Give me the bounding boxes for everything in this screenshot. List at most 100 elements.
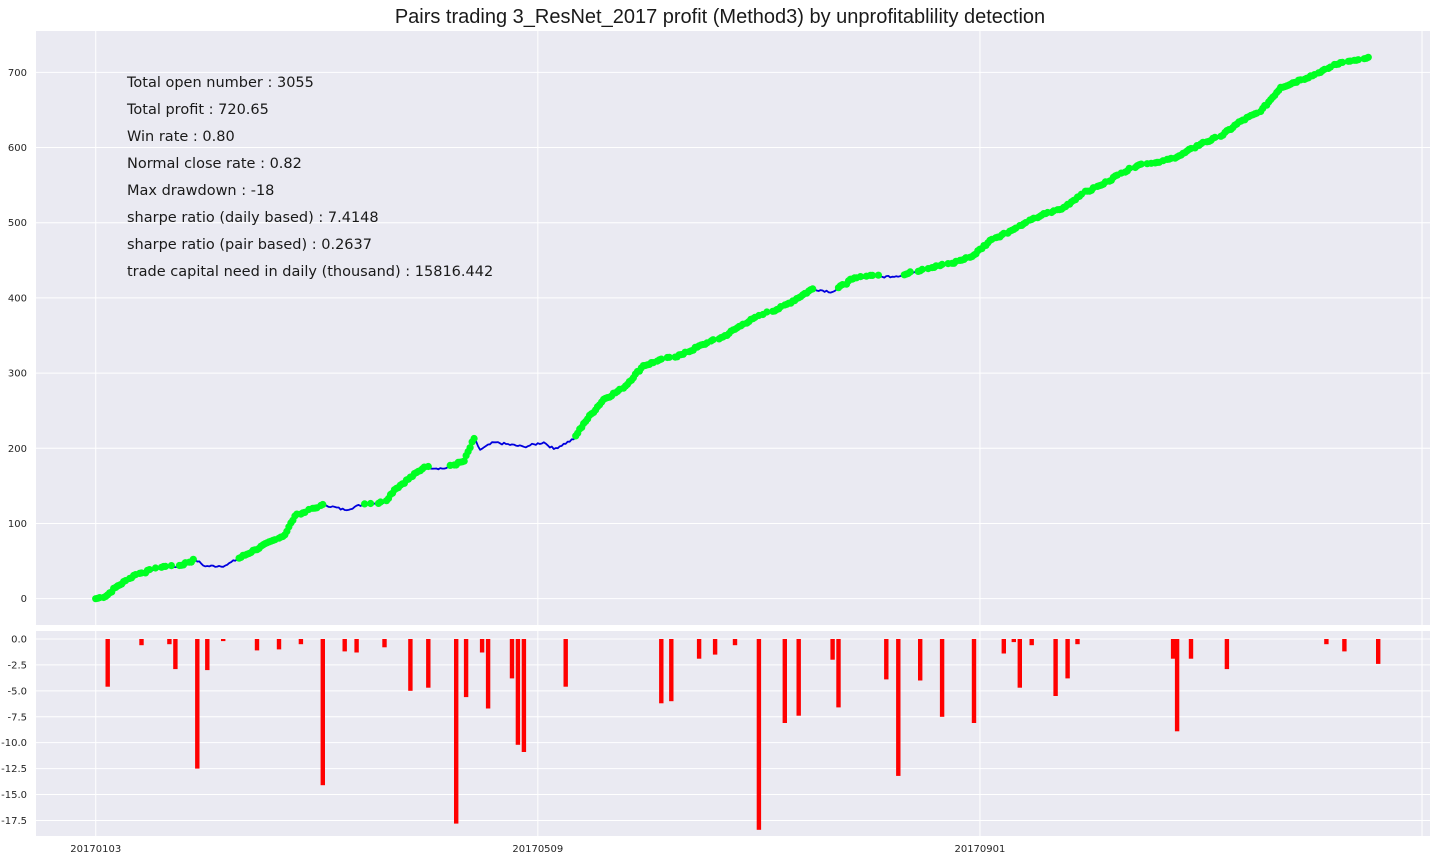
new-high-marker bbox=[657, 355, 665, 363]
drawdown-bar bbox=[1188, 639, 1194, 659]
top-y-tick-label: 400 bbox=[8, 293, 27, 304]
x-tick-label: 20170103 bbox=[70, 844, 121, 855]
new-high-marker bbox=[709, 336, 717, 344]
drawdown-bar bbox=[563, 639, 568, 687]
drawdown-bars bbox=[105, 639, 1381, 830]
drawdown-bar bbox=[382, 639, 387, 648]
drawdown-bar bbox=[1017, 639, 1022, 688]
stat-line: Total profit : 720.65 bbox=[126, 102, 269, 118]
new-high-marker bbox=[1125, 164, 1133, 172]
drawdown-bar bbox=[896, 639, 901, 776]
top-y-tick-label: 0 bbox=[21, 594, 27, 605]
new-high-marker bbox=[868, 271, 877, 279]
bottom-y-tick-label: -10.0 bbox=[1, 738, 27, 749]
chart-title: Pairs trading 3_ResNet_2017 profit (Meth… bbox=[394, 6, 1046, 28]
new-high-marker bbox=[874, 271, 883, 279]
drawdown-bar bbox=[1053, 639, 1058, 696]
drawdown-bar bbox=[1174, 639, 1180, 732]
new-high-marker bbox=[151, 564, 160, 572]
new-high-marker bbox=[856, 273, 865, 281]
new-high-marker bbox=[361, 500, 369, 508]
drawdown-bar bbox=[515, 639, 521, 745]
bottom-y-axis-ticks: 0.0 -2.5 -5.0 -7.5 -10.0 -12.5 -15.0 -17.5 bbox=[1, 635, 27, 827]
new-high-marker bbox=[367, 499, 375, 508]
drawdown-bar bbox=[276, 639, 282, 650]
drawdown-bar bbox=[1170, 639, 1176, 659]
drawdown-bar bbox=[521, 639, 527, 752]
stat-line: sharpe ratio (daily based) : 7.4148 bbox=[127, 210, 379, 226]
drawdown-bar bbox=[354, 639, 359, 653]
drawdown-bar bbox=[205, 639, 210, 671]
drawdown-bar bbox=[454, 639, 459, 824]
top-y-tick-label: 600 bbox=[8, 143, 27, 154]
x-axis-ticks: 20170103 20170509 20170901 bbox=[70, 844, 1005, 855]
drawdown-bar bbox=[1224, 639, 1230, 670]
top-y-tick-label: 300 bbox=[8, 369, 27, 380]
new-high-marker bbox=[906, 268, 914, 276]
statistics-text: Total open number : 3055 Total profit : 7… bbox=[126, 75, 493, 280]
drawdown-bar bbox=[884, 639, 889, 680]
drawdown-bar bbox=[139, 639, 144, 646]
drawdown-bar bbox=[173, 639, 178, 670]
drawdown-bar bbox=[463, 639, 469, 698]
top-y-tick-label: 200 bbox=[8, 444, 27, 455]
drawdown-bar bbox=[167, 639, 172, 645]
bottom-y-tick-label: -2.5 bbox=[7, 660, 27, 671]
drawdown-bar bbox=[756, 639, 762, 830]
drawdown-bar bbox=[408, 639, 413, 691]
drawdown-bar bbox=[796, 639, 801, 716]
drawdown-bar bbox=[221, 639, 226, 642]
new-high-marker bbox=[1338, 58, 1346, 66]
drawdown-bar bbox=[1075, 639, 1080, 645]
new-high-marker bbox=[763, 308, 771, 316]
stat-line: trade capital need in daily (thousand) :… bbox=[127, 264, 493, 280]
drawdown-bar bbox=[1011, 639, 1016, 643]
new-high-marker bbox=[161, 562, 169, 571]
top-y-tick-label: 100 bbox=[8, 519, 27, 530]
top-y-tick-label: 500 bbox=[8, 218, 27, 229]
x-tick-label: 20170509 bbox=[512, 844, 563, 855]
new-high-marker bbox=[470, 434, 478, 443]
top-gridlines bbox=[36, 31, 1430, 625]
bottom-gridlines bbox=[36, 631, 1430, 836]
x-tick-label: 20170901 bbox=[954, 844, 1005, 855]
drawdown-bar bbox=[830, 639, 835, 660]
new-high-marker bbox=[189, 555, 197, 563]
stat-line: Total open number : 3055 bbox=[126, 75, 314, 91]
drawdown-bar bbox=[836, 639, 841, 708]
bottom-y-tick-label: -7.5 bbox=[7, 712, 27, 723]
drawdown-bar bbox=[712, 639, 718, 655]
drawdown-bar bbox=[485, 639, 491, 709]
drawdown-bar bbox=[1324, 639, 1329, 645]
drawdown-bar bbox=[298, 639, 304, 645]
bottom-plot-area bbox=[36, 631, 1430, 836]
new-high-marker bbox=[918, 265, 926, 273]
stat-line: Normal close rate : 0.82 bbox=[127, 156, 302, 172]
new-high-marker bbox=[376, 498, 385, 506]
stat-line: sharpe ratio (pair based) : 0.2637 bbox=[127, 237, 372, 253]
drawdown-bar bbox=[971, 639, 977, 723]
new-high-marker bbox=[809, 285, 817, 293]
drawdown-bar bbox=[1342, 639, 1347, 652]
stat-line: Win rate : 0.80 bbox=[127, 129, 235, 145]
stat-line: Max drawdown : -18 bbox=[127, 183, 274, 199]
drawdown-bar bbox=[669, 639, 674, 702]
drawdown-bar bbox=[1065, 639, 1070, 679]
drawdown-bar bbox=[254, 639, 260, 651]
bottom-y-tick-label: -15.0 bbox=[1, 790, 27, 801]
new-high-marker bbox=[665, 353, 673, 361]
bottom-y-tick-label: -5.0 bbox=[7, 686, 27, 697]
drawdown-bar bbox=[939, 639, 945, 717]
new-high-marker bbox=[1137, 160, 1145, 168]
drawdown-bar bbox=[479, 639, 485, 653]
drawdown-bar bbox=[782, 639, 787, 723]
drawdown-bar bbox=[195, 639, 200, 769]
drawdown-bar bbox=[659, 639, 664, 704]
drawdown-bar bbox=[732, 639, 738, 646]
drawdown-bar bbox=[320, 639, 325, 786]
drawdown-bar bbox=[342, 639, 347, 652]
new-high-marker bbox=[1211, 133, 1219, 141]
new-high-marker bbox=[466, 444, 474, 452]
new-high-marker bbox=[424, 462, 432, 471]
